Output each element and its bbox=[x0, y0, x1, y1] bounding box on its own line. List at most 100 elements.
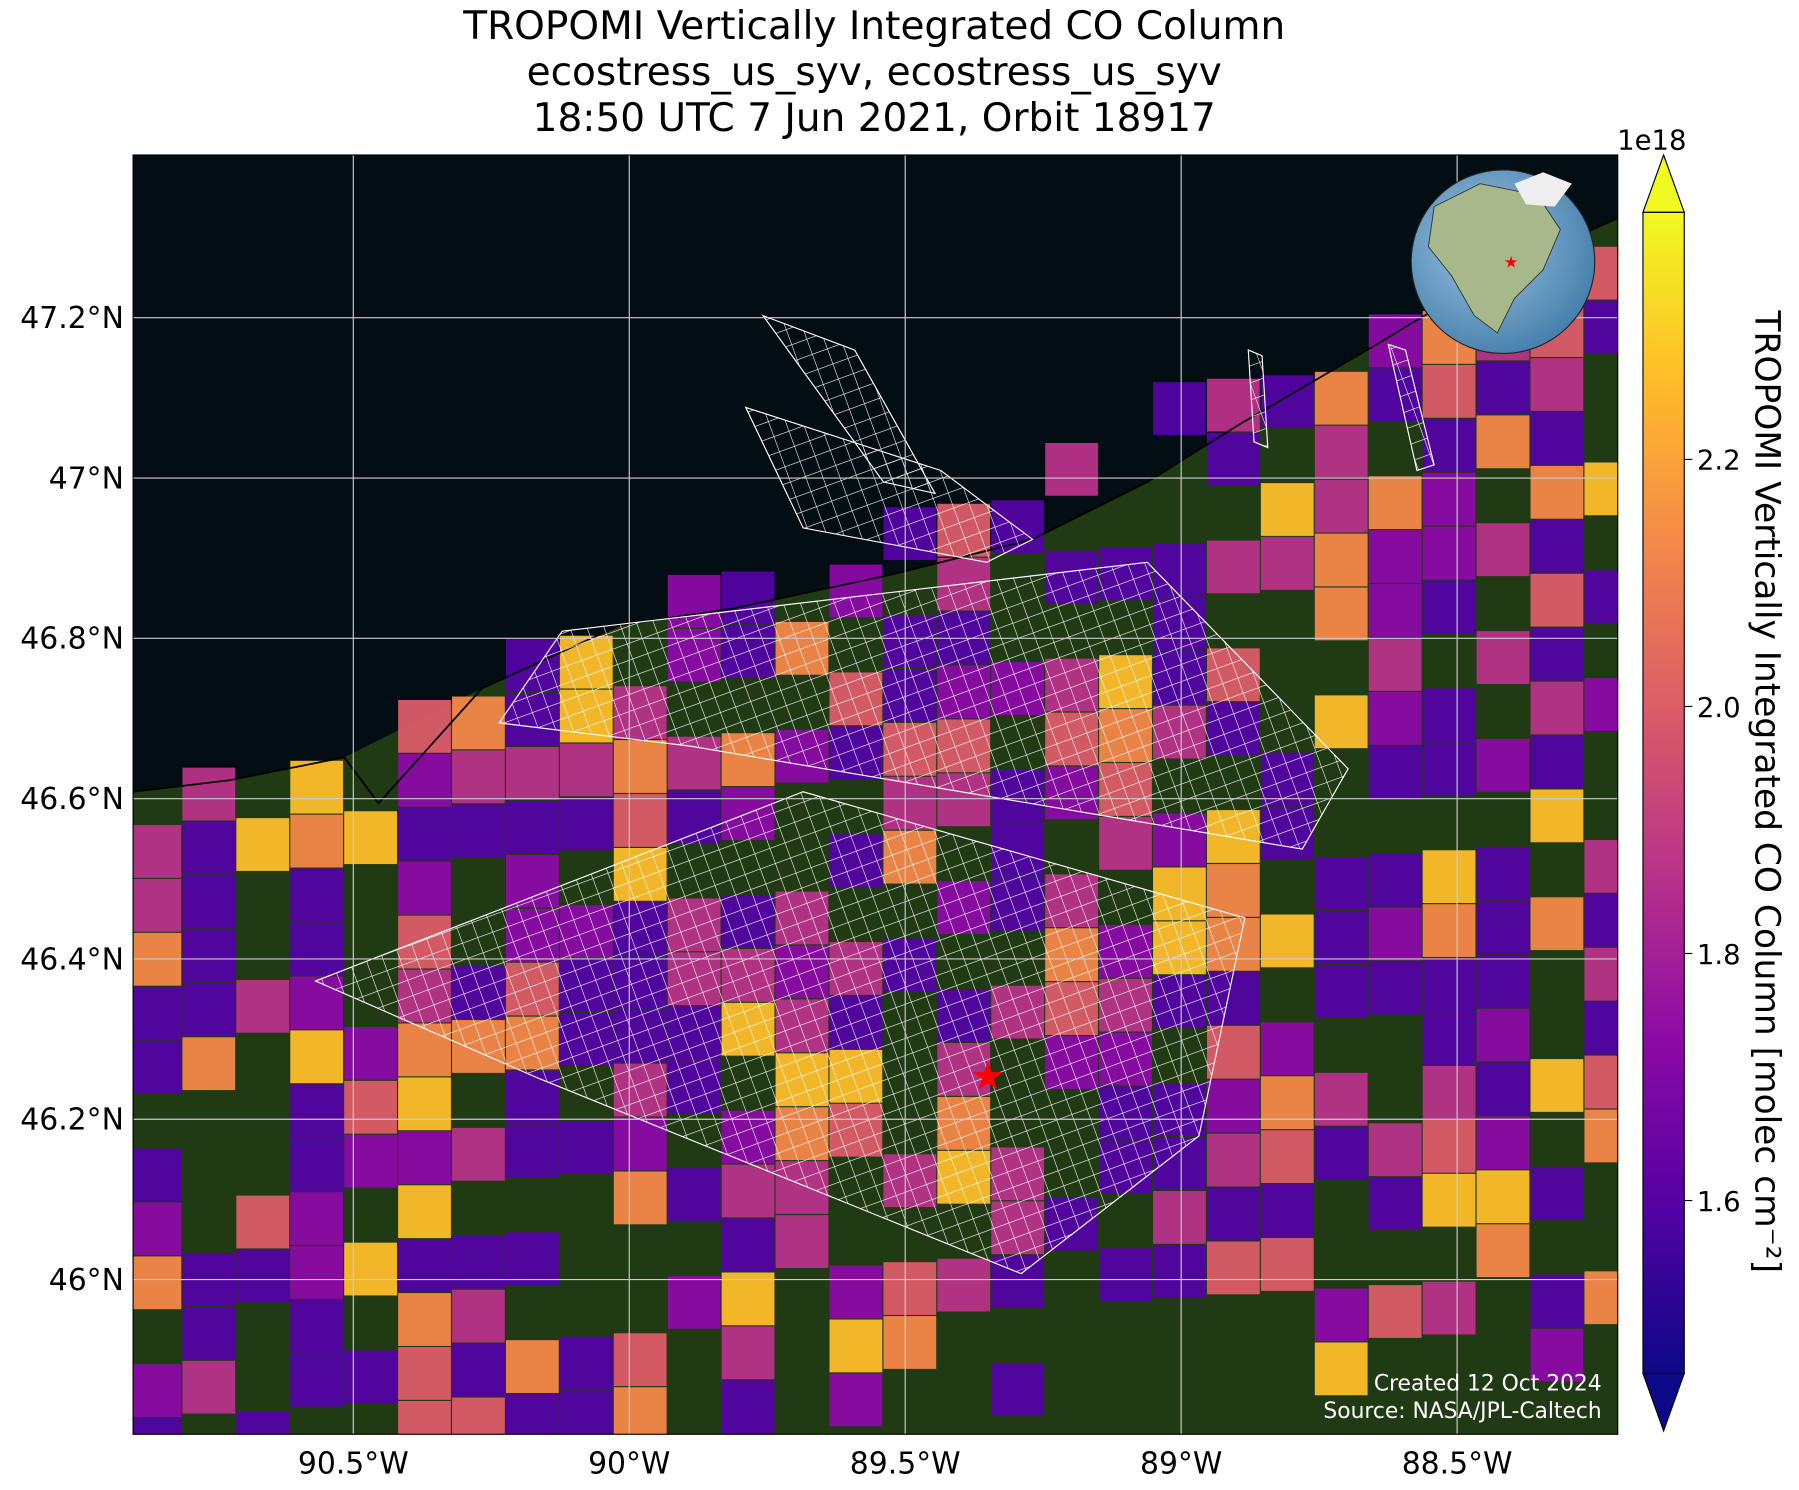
co-pixel bbox=[1314, 425, 1368, 479]
co-pixel bbox=[344, 1242, 397, 1296]
co-pixel bbox=[1476, 900, 1530, 954]
co-pixel bbox=[1260, 537, 1314, 590]
co-pixel bbox=[344, 1134, 397, 1188]
co-pixel bbox=[182, 1306, 236, 1360]
co-pixel bbox=[1368, 961, 1422, 1015]
co-pixel bbox=[1530, 735, 1584, 789]
co-pixel bbox=[133, 878, 182, 932]
co-pixel bbox=[452, 1235, 505, 1289]
co-pixel bbox=[1206, 1133, 1260, 1187]
map-area: ★ ★ Created 12 Oct 2024 Source: NASA/JPL… bbox=[133, 154, 1618, 1435]
co-pixel bbox=[505, 1124, 559, 1178]
co-pixel bbox=[1584, 1271, 1618, 1325]
co-pixel bbox=[1476, 1116, 1530, 1170]
co-pixel bbox=[1206, 864, 1260, 917]
globe-inset: ★ bbox=[1410, 169, 1596, 355]
co-pixel bbox=[1314, 371, 1368, 425]
globe-star: ★ bbox=[1504, 252, 1518, 271]
co-pixel bbox=[1422, 1119, 1476, 1173]
co-pixel bbox=[1099, 1248, 1152, 1302]
co-pixel bbox=[1368, 853, 1422, 907]
co-pixel bbox=[398, 753, 451, 807]
colorbar: 1e18 TROPOMI Vertically Integrated CO Co… bbox=[1617, 124, 1786, 1433]
co-pixel bbox=[1260, 1130, 1314, 1183]
colorbar-tick-label: 1.8 bbox=[1697, 939, 1741, 971]
credit: Source: NASA/JPL-Caltech bbox=[1323, 1399, 1601, 1424]
co-pixel bbox=[398, 1239, 451, 1292]
co-pixel bbox=[1584, 678, 1618, 731]
co-pixel bbox=[1153, 382, 1206, 435]
co-pixel bbox=[1584, 1109, 1618, 1163]
co-pixel bbox=[133, 1148, 182, 1202]
co-pixel bbox=[1314, 911, 1368, 964]
co-pixel bbox=[1422, 1281, 1476, 1335]
co-pixel bbox=[721, 1326, 775, 1380]
co-pixel bbox=[133, 1040, 182, 1094]
co-pixel bbox=[991, 1363, 1045, 1416]
co-pixel bbox=[1314, 1072, 1368, 1126]
title-line: TROPOMI Vertically Integrated CO Column bbox=[462, 4, 1285, 49]
co-pixel bbox=[1530, 1274, 1584, 1328]
co-pixel bbox=[559, 743, 613, 797]
co-pixel bbox=[1314, 1288, 1368, 1342]
co-pixel bbox=[1476, 846, 1530, 900]
lon-tick-label: 89.5°W bbox=[850, 1446, 961, 1481]
co-pixel bbox=[1422, 850, 1476, 904]
co-pixel bbox=[236, 1195, 290, 1249]
co-pixel bbox=[133, 1364, 182, 1418]
co-pixel bbox=[1530, 1328, 1584, 1382]
co-pixel bbox=[1099, 817, 1152, 870]
co-pixel bbox=[1584, 462, 1618, 516]
lat-tick-label: 47.2°N bbox=[20, 301, 124, 336]
graticule bbox=[133, 154, 1618, 1435]
co-pixel bbox=[290, 760, 344, 814]
footprint bbox=[1247, 349, 1269, 449]
colorbar-extend bbox=[1642, 1372, 1686, 1433]
co-pixel bbox=[1530, 627, 1584, 681]
co-pixel bbox=[1260, 1184, 1314, 1237]
co-pixel bbox=[883, 1262, 937, 1315]
colorbar-ramp bbox=[1642, 211, 1685, 1375]
co-pixel bbox=[452, 750, 505, 804]
co-pixel bbox=[1530, 465, 1584, 519]
co-pixel bbox=[1368, 1123, 1422, 1177]
co-pixel bbox=[290, 1084, 344, 1138]
co-pixel bbox=[1584, 570, 1618, 624]
co-pixel bbox=[1260, 483, 1314, 536]
co-pixel bbox=[1530, 519, 1584, 573]
footprint bbox=[761, 314, 937, 495]
co-pixel bbox=[1422, 472, 1476, 526]
co-pixel bbox=[1206, 432, 1260, 486]
co-pixel bbox=[1476, 523, 1530, 577]
co-pixel bbox=[1476, 631, 1530, 684]
co-pixel bbox=[290, 922, 344, 976]
co-pixel bbox=[1476, 738, 1530, 792]
co-pixel bbox=[1422, 742, 1476, 796]
co-pixel bbox=[1422, 688, 1476, 742]
co-pixel bbox=[236, 1411, 290, 1435]
co-pixel bbox=[505, 1232, 559, 1286]
co-pixel bbox=[1476, 361, 1530, 415]
co-pixel bbox=[1368, 584, 1422, 637]
title: TROPOMI Vertically Integrated CO Column … bbox=[462, 4, 1285, 141]
co-pixel bbox=[236, 979, 290, 1033]
co-pixel bbox=[133, 986, 182, 1040]
co-pixel bbox=[1584, 300, 1618, 354]
co-pixel bbox=[182, 983, 236, 1037]
lon-tick-label: 89°W bbox=[1140, 1446, 1222, 1481]
co-pixel bbox=[452, 1289, 505, 1343]
map-frame bbox=[132, 154, 1619, 1435]
co-pixel bbox=[1206, 1241, 1260, 1295]
co-pixel bbox=[667, 1168, 721, 1221]
site-marker: ★ bbox=[971, 1055, 1006, 1100]
co-pixel bbox=[505, 747, 559, 800]
co-pixel bbox=[1530, 681, 1584, 735]
co-pixel bbox=[1422, 958, 1476, 1011]
co-pixel bbox=[182, 821, 236, 875]
co-pixel bbox=[559, 1121, 613, 1174]
co-pixel bbox=[1260, 1238, 1314, 1291]
co-pixel bbox=[290, 1192, 344, 1245]
co-pixel bbox=[829, 1265, 883, 1319]
co-pixel bbox=[398, 861, 451, 915]
